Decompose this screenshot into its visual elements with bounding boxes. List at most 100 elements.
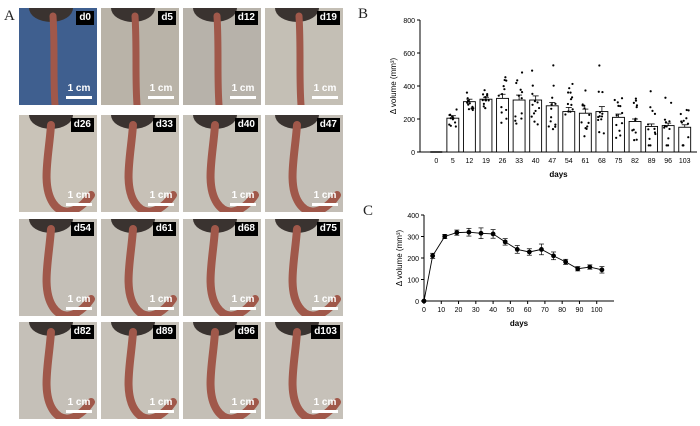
data-point (500, 111, 503, 114)
data-point (465, 91, 469, 94)
data-point (470, 107, 473, 110)
y-tick-label: 300 (407, 235, 419, 242)
scale-label: 1 cm (67, 397, 91, 408)
data-point (634, 99, 638, 102)
tail-shape (29, 219, 95, 316)
data-point (490, 231, 496, 237)
data-point (500, 106, 503, 109)
data-point (551, 127, 555, 131)
data-point (686, 122, 690, 125)
data-point (526, 249, 532, 255)
data-point (567, 110, 570, 113)
x-tick-label: 50 (506, 307, 514, 314)
scale-line (312, 203, 338, 206)
data-point (569, 110, 572, 113)
data-point (619, 105, 622, 108)
data-point (505, 117, 508, 120)
data-point (466, 97, 469, 100)
data-point (588, 113, 591, 116)
data-point (597, 118, 600, 122)
data-point (533, 100, 537, 103)
x-tick-label: 12 (466, 158, 474, 165)
tail-shape (193, 115, 259, 212)
tail-path (288, 121, 341, 212)
data-point (664, 96, 667, 99)
data-point (619, 134, 622, 137)
data-point (466, 229, 472, 235)
x-tick-label: 47 (548, 158, 556, 165)
data-point (601, 90, 604, 94)
x-tick-label: 60 (524, 307, 532, 314)
y-tick-label: 600 (403, 51, 415, 58)
data-point (520, 71, 524, 74)
data-point (621, 111, 624, 115)
scale-line (66, 307, 92, 310)
y-tick-label: 800 (403, 18, 415, 25)
series-line (423, 231, 603, 302)
data-point (647, 144, 650, 147)
data-point (514, 119, 517, 122)
data-point (667, 137, 670, 140)
data-point (497, 94, 500, 97)
data-point (647, 128, 650, 131)
data-point (653, 112, 657, 115)
tail-photo-d5: d5 1 cm (101, 8, 179, 105)
scale-line (148, 307, 174, 310)
tail-photo-d0: d0 1 cm (19, 8, 97, 105)
tail-path (42, 328, 95, 419)
x-tick-label: 40 (532, 158, 540, 165)
scale-label: 1 cm (313, 83, 337, 94)
scale-bar: 1 cm (148, 83, 174, 99)
x-tick-label: 33 (515, 158, 523, 165)
data-point (478, 230, 484, 236)
data-point (679, 112, 682, 116)
data-point (569, 91, 572, 94)
data-point (467, 103, 470, 106)
data-point (668, 127, 671, 131)
data-point (531, 103, 534, 106)
data-point (502, 85, 505, 88)
data-point (421, 298, 427, 304)
data-point (566, 102, 570, 106)
data-point (632, 101, 635, 104)
tail-path (49, 12, 59, 105)
tail-shape (193, 322, 259, 419)
tail-shape (111, 322, 177, 419)
x-tick-label: 70 (541, 307, 549, 314)
data-point (451, 115, 454, 119)
scale-line (148, 96, 174, 99)
data-point (649, 90, 652, 93)
data-point (665, 125, 668, 128)
x-tick-label: 40 (489, 307, 497, 314)
data-point (613, 98, 616, 102)
data-point (531, 92, 534, 95)
y-tick-label: 200 (407, 256, 419, 263)
data-point (514, 247, 520, 252)
scale-line (312, 307, 338, 310)
x-tick-label: 96 (664, 158, 672, 165)
scale-bar: 1 cm (230, 83, 256, 99)
day-label: d12 (234, 11, 258, 25)
scale-label: 1 cm (67, 190, 91, 201)
day-label: d96 (234, 325, 258, 339)
data-point (455, 108, 458, 111)
data-point (550, 116, 553, 119)
data-point (615, 114, 618, 117)
x-tick-label: 82 (631, 158, 639, 165)
data-point (575, 266, 581, 272)
tail-shape (193, 8, 237, 105)
data-point (648, 137, 651, 141)
data-point (517, 94, 520, 97)
data-point (685, 108, 688, 112)
scale-line (66, 96, 92, 99)
data-point (481, 93, 485, 96)
day-label: d5 (158, 11, 176, 25)
data-point (482, 105, 485, 108)
day-label: d68 (234, 222, 258, 236)
y-tick-label: 200 (403, 117, 415, 124)
data-point (466, 101, 469, 104)
data-point (468, 102, 471, 105)
scale-bar: 1 cm (148, 397, 174, 413)
day-label: d26 (70, 118, 94, 132)
scale-bar: 1 cm (66, 83, 92, 99)
